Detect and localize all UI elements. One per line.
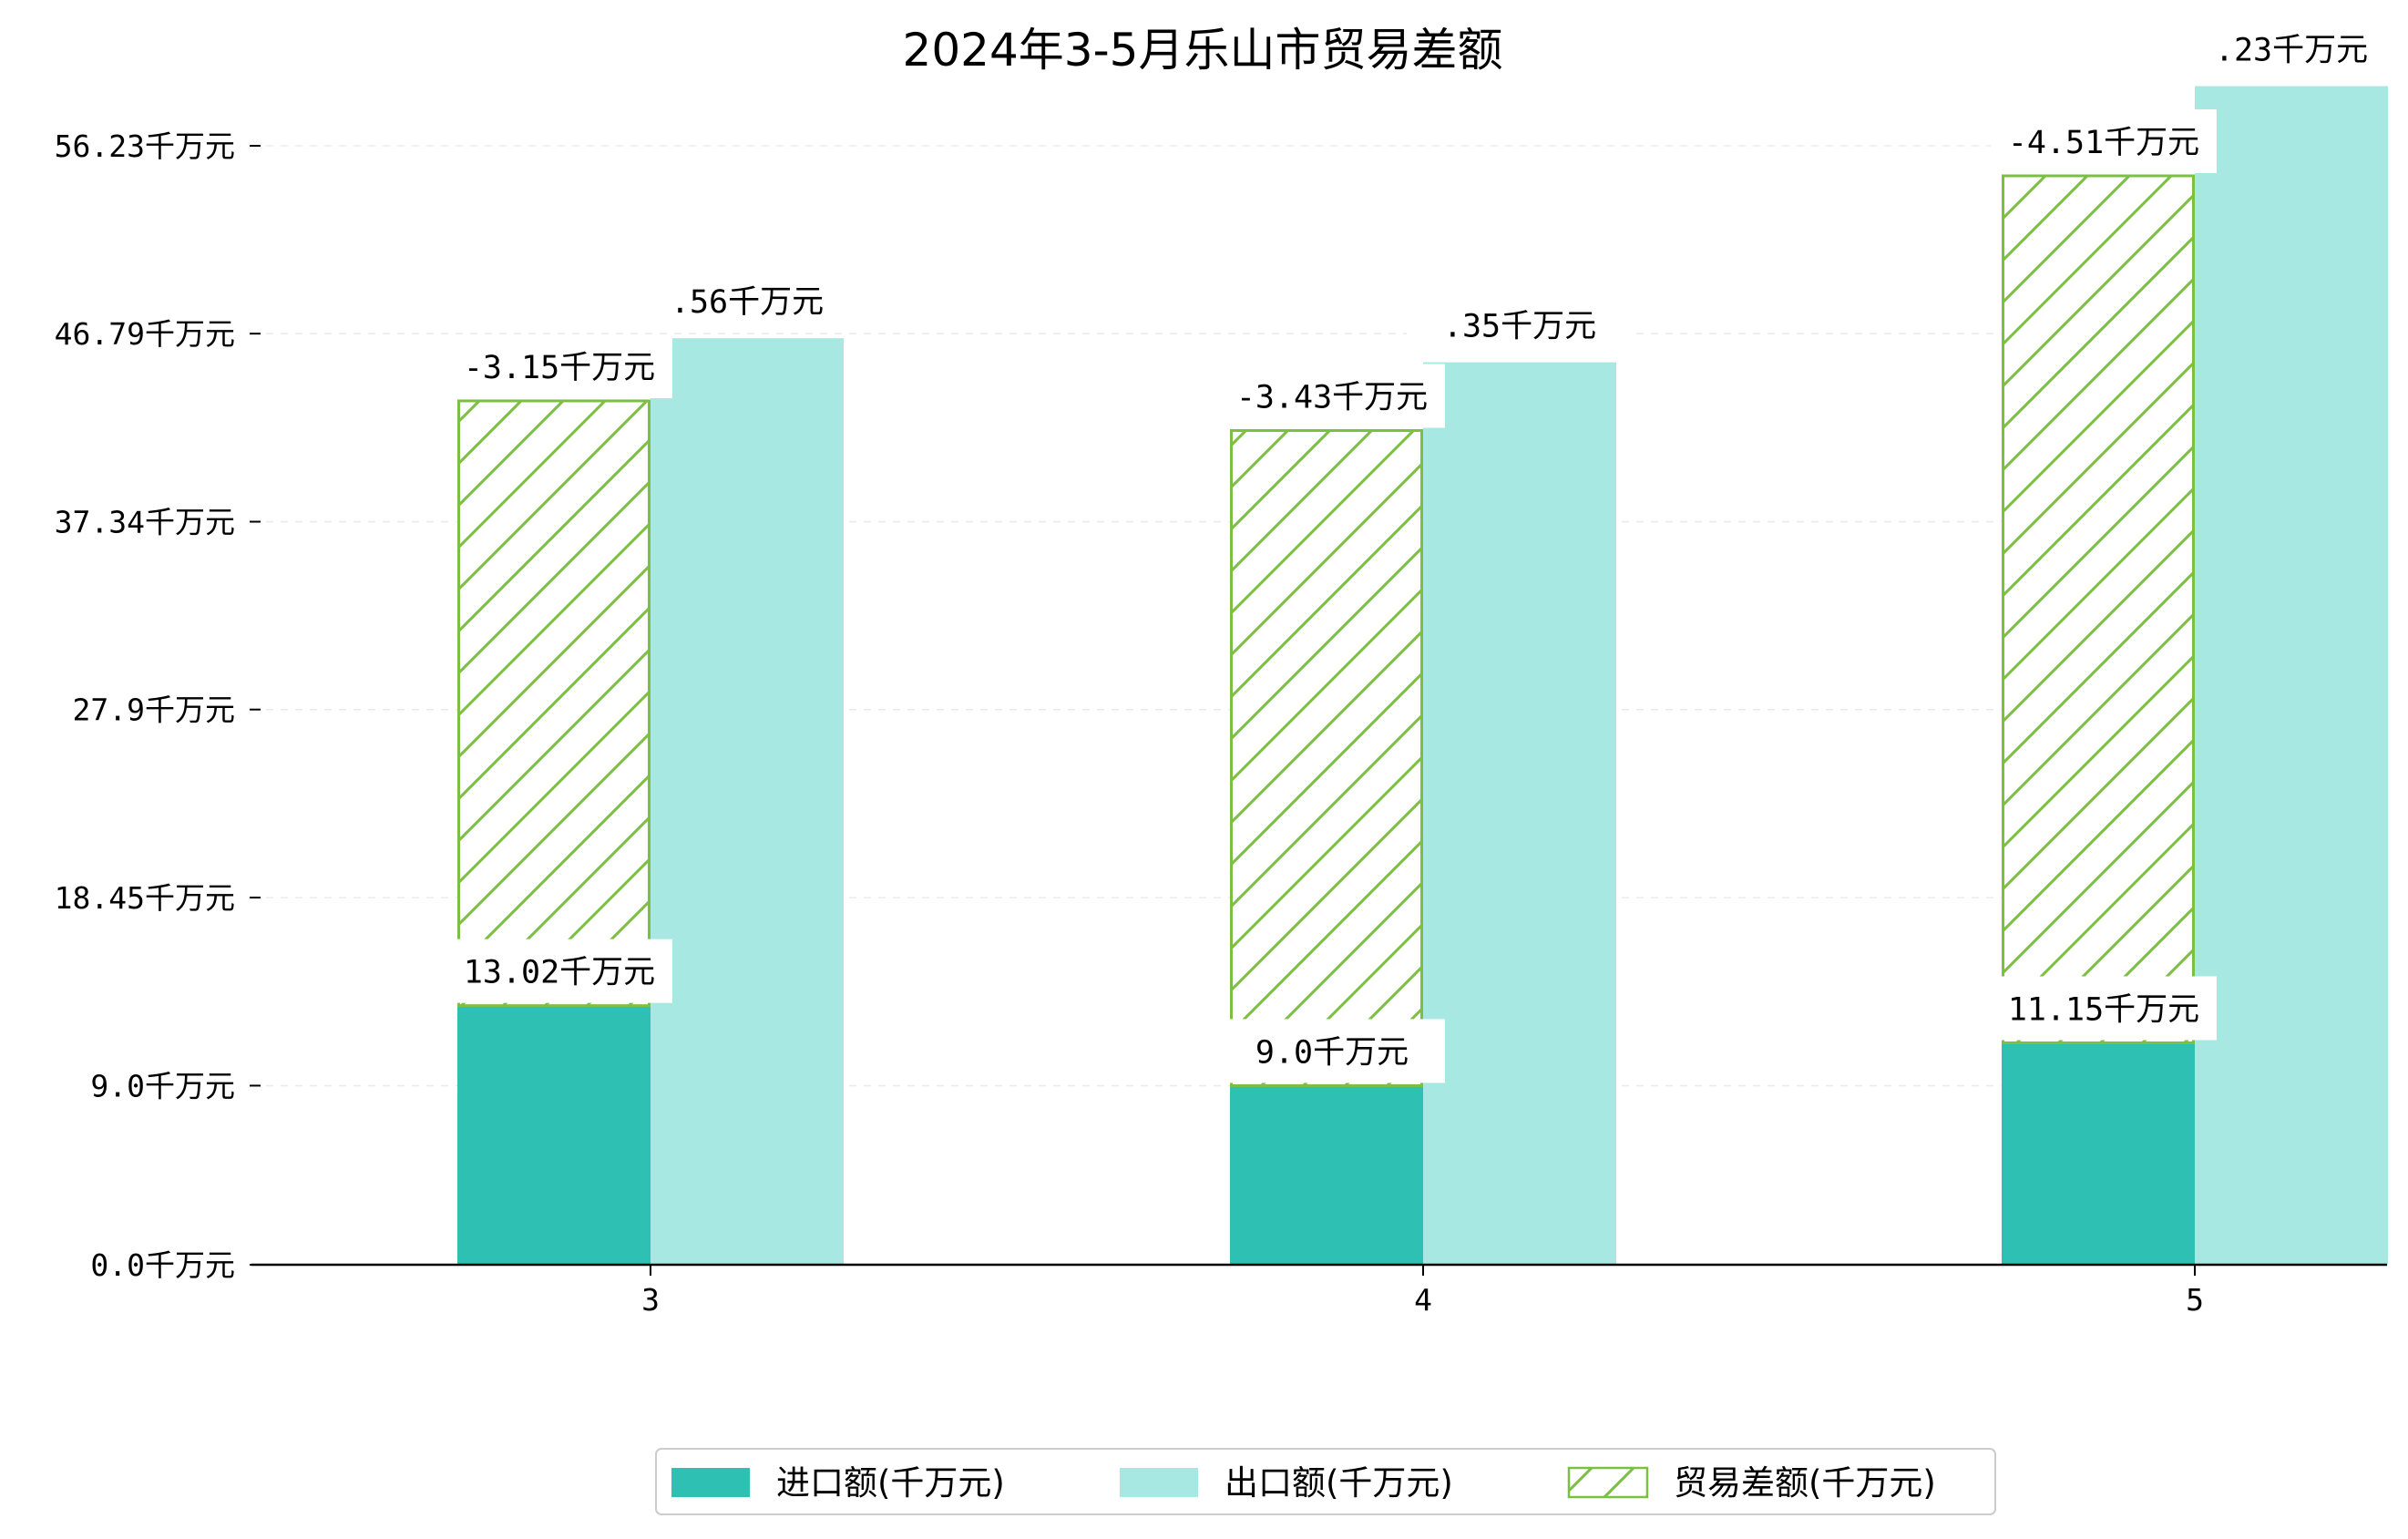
label-trade-balance-group: -4.51千万元 [1991, 108, 2217, 173]
bar-export [651, 338, 844, 1265]
x-tick-label: 4 [1414, 1282, 1432, 1318]
label-import: 13.02千万元 [464, 955, 655, 991]
label-import-bg [1991, 976, 2217, 1041]
chart-title: 2024年3-5月乐山市贸易差额 [903, 24, 1503, 77]
label-trade-balance-bg [446, 333, 672, 398]
label-import-group: 11.15千万元 [1991, 976, 2217, 1041]
legend-label-import: 进口额(千万元) [776, 1463, 1005, 1503]
y-tick-label: 37.34千万元 [55, 505, 235, 540]
label-export-bg [634, 269, 860, 333]
legend: 进口额(千万元) 出口额(千万元) 贸易差额(千万元) [655, 1448, 1996, 1515]
y-tick-label: 9.0千万元 [90, 1068, 235, 1103]
label-trade-balance: -3.15千万元 [464, 350, 655, 386]
label-import-group: 13.02千万元 [446, 939, 672, 1003]
y-tick-label: 46.79千万元 [55, 316, 235, 352]
bar-export [1423, 362, 1616, 1266]
label-trade-balance: -3.43千万元 [1236, 380, 1428, 416]
data-labels: .56千万元 -3.15千万元 13.02千万元 .35千万元 -3.43千万元 9.0千… [446, 16, 2404, 1083]
x-tick-label: 3 [641, 1282, 660, 1318]
legend-swatch-import [671, 1468, 750, 1497]
label-trade-balance: -4.51千万元 [2008, 125, 2199, 161]
legend-swatch-export [1120, 1468, 1198, 1497]
y-tick-label: 18.45千万元 [55, 880, 235, 916]
label-export: .23千万元 [2215, 32, 2368, 68]
bar-trade-balance [2002, 174, 2195, 1044]
y-axis: 0.0千万元 9.0千万元 18.45千万元 27.9千万元 37.34千万元 46.79… [55, 128, 261, 1283]
bars [457, 86, 2388, 1266]
label-export: .35千万元 [1443, 309, 1596, 345]
x-tick-label: 5 [2186, 1282, 2204, 1318]
label-trade-balance-bg [1219, 364, 1445, 428]
label-import: 9.0千万元 [1255, 1034, 1409, 1071]
y-tick-label: 0.0千万元 [90, 1247, 235, 1283]
bar-trade-balance [1230, 429, 1423, 1087]
bar-import [457, 1005, 651, 1265]
x-axis: 3 4 5 [251, 1263, 2387, 1318]
bar-trade-balance [457, 399, 651, 1008]
label-trade-balance-group: -3.15千万元 [446, 333, 672, 398]
label-export-group: .56千万元 [634, 269, 860, 333]
label-export: .56千万元 [671, 284, 824, 321]
label-import: 11.15千万元 [2008, 991, 2199, 1028]
legend-swatch-balance [1567, 1466, 1649, 1499]
label-export-bg [1407, 292, 1633, 357]
y-tick-label: 56.23千万元 [55, 128, 235, 164]
label-import-bg [446, 939, 672, 1003]
legend-label-balance: 贸易差额(千万元) [1674, 1463, 1936, 1503]
bar-import [1230, 1085, 1423, 1265]
label-trade-balance-group: -3.43千万元 [1219, 364, 1445, 428]
label-import-bg [1219, 1019, 1445, 1083]
label-export-bg [2178, 16, 2404, 81]
label-trade-balance-bg [1991, 108, 2217, 173]
label-import-group: 9.0千万元 [1219, 1019, 1445, 1083]
legend-frame [655, 1448, 1996, 1515]
label-export-group: .23千万元 [2178, 16, 2404, 81]
bar-import [2002, 1042, 2195, 1265]
bar-export [2195, 86, 2388, 1265]
label-export-group: .35千万元 [1407, 292, 1633, 357]
y-tick-label: 27.9千万元 [73, 693, 235, 728]
legend-label-export: 出口额(千万元) [1224, 1463, 1453, 1503]
